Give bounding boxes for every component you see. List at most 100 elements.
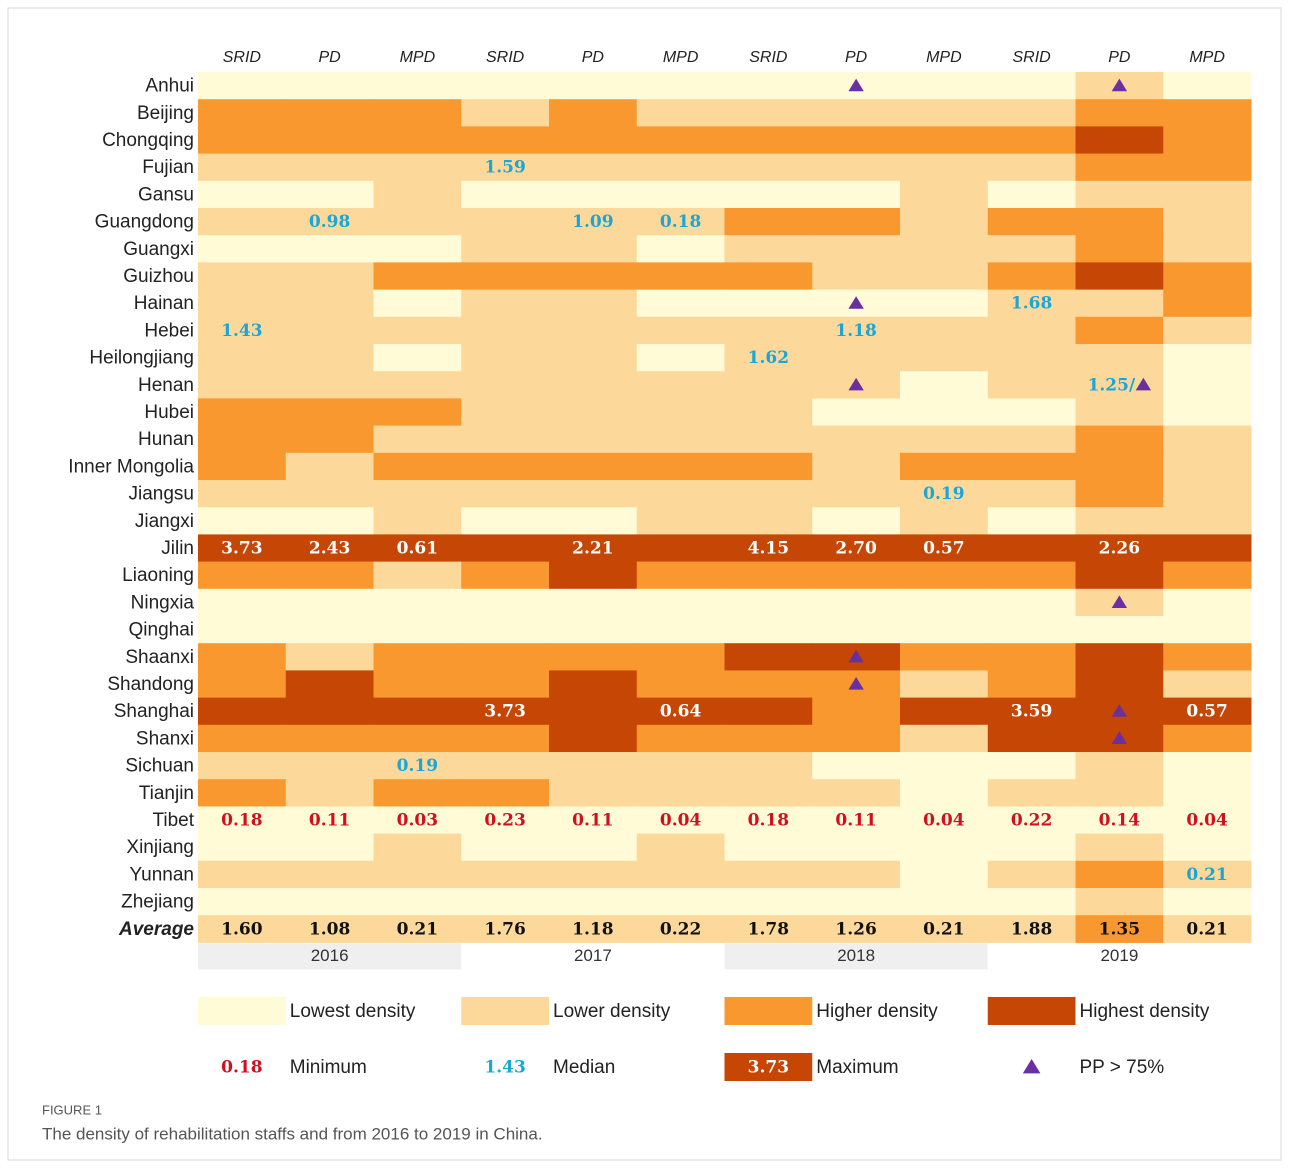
density-cell xyxy=(549,180,638,209)
value-label: 0.04 xyxy=(923,811,965,831)
density-cell xyxy=(724,262,813,291)
density-cell xyxy=(724,915,813,943)
column-header: SRID xyxy=(1013,49,1052,66)
density-cell xyxy=(1075,860,1164,889)
density-cell xyxy=(373,697,462,726)
density-cell xyxy=(724,344,813,372)
density-cell xyxy=(461,344,550,372)
density-cell xyxy=(1075,262,1164,291)
density-cell xyxy=(724,616,813,644)
value-label: 0.98 xyxy=(309,212,350,232)
density-cell xyxy=(636,616,725,644)
legend-swatch xyxy=(987,997,1076,1025)
density-cell xyxy=(900,697,989,726)
density-cell xyxy=(812,752,901,780)
pp-marker xyxy=(1022,1059,1041,1074)
density-cell xyxy=(724,480,813,508)
density-cell xyxy=(461,398,550,427)
value-label: 1.59 xyxy=(484,158,525,178)
density-cell xyxy=(724,153,813,182)
year-band xyxy=(987,943,1251,970)
density-cell xyxy=(900,153,989,182)
density-cell xyxy=(636,888,725,916)
density-cell xyxy=(285,534,374,563)
density-cell xyxy=(1075,752,1164,780)
value-label: 0.23 xyxy=(484,811,525,831)
density-cell xyxy=(198,860,287,889)
density-cell xyxy=(198,180,287,209)
density-cell xyxy=(373,588,462,617)
figure-caption: The density of rehabilitation staffs and… xyxy=(42,1124,543,1143)
density-cell xyxy=(461,670,550,699)
density-cell xyxy=(1075,452,1164,481)
density-cell xyxy=(461,480,550,508)
density-cell xyxy=(900,344,989,372)
column-header: SRID xyxy=(486,49,525,66)
value-label: 0.21 xyxy=(1186,919,1227,939)
value-label: 3.73 xyxy=(484,702,525,722)
density-cell xyxy=(812,833,901,862)
density-cell xyxy=(724,561,813,590)
density-cell xyxy=(812,697,901,726)
density-cell xyxy=(1163,208,1252,236)
density-cell xyxy=(285,752,374,780)
key-label: Median xyxy=(553,1057,615,1078)
row-label: Hunan xyxy=(138,429,194,450)
density-cell xyxy=(724,316,813,345)
row-label: Fujian xyxy=(142,157,194,178)
density-cell xyxy=(900,262,989,291)
column-header: PD xyxy=(1108,49,1131,66)
density-cell xyxy=(198,72,287,100)
density-cell xyxy=(373,289,462,318)
density-cell xyxy=(285,860,374,889)
density-cell xyxy=(461,806,550,835)
row-label: Liaoning xyxy=(122,565,194,586)
density-cell xyxy=(461,126,550,155)
density-cell xyxy=(724,534,813,563)
density-cell xyxy=(461,235,550,263)
value-label: 0.03 xyxy=(397,811,438,831)
density-cell xyxy=(549,588,638,617)
row-label: Sichuan xyxy=(125,756,194,777)
pp-marker xyxy=(1111,704,1128,717)
density-cell xyxy=(1163,289,1252,318)
density-cell xyxy=(1163,643,1252,671)
value-label: 0.11 xyxy=(572,811,613,831)
density-cell xyxy=(198,888,287,916)
density-cell xyxy=(900,643,989,671)
density-cell xyxy=(373,779,462,807)
density-cell xyxy=(549,316,638,345)
density-cell xyxy=(373,208,462,236)
density-cell xyxy=(900,670,989,699)
row-label: Shaanxi xyxy=(125,647,194,668)
year-label: 2019 xyxy=(1100,946,1138,965)
density-cell xyxy=(636,180,725,209)
density-cell xyxy=(987,534,1076,563)
value-label: 2.70 xyxy=(835,539,877,559)
density-cell xyxy=(812,616,901,644)
value-label: 0.57 xyxy=(923,539,964,559)
density-cell xyxy=(198,588,287,617)
density-cell xyxy=(549,833,638,862)
density-cell xyxy=(987,888,1076,916)
density-cell xyxy=(1163,344,1252,372)
row-label: Xinjiang xyxy=(126,837,194,858)
density-cell xyxy=(724,289,813,318)
pp-marker xyxy=(1111,78,1128,92)
column-header: MPD xyxy=(663,49,699,66)
value-label: 1.08 xyxy=(309,919,350,939)
density-cell xyxy=(1075,208,1164,236)
value-label: 0.22 xyxy=(1011,811,1052,831)
column-header: SRID xyxy=(223,49,262,66)
density-cell xyxy=(812,534,901,563)
density-cell xyxy=(636,126,725,155)
density-cell xyxy=(724,126,813,155)
density-cell xyxy=(900,561,989,590)
density-cell xyxy=(900,779,989,807)
pp-marker xyxy=(1111,595,1128,608)
density-cell xyxy=(724,588,813,617)
value-label: 0.21 xyxy=(923,919,964,939)
density-cell xyxy=(1075,235,1164,263)
density-cell xyxy=(636,697,725,726)
density-cell xyxy=(900,126,989,155)
